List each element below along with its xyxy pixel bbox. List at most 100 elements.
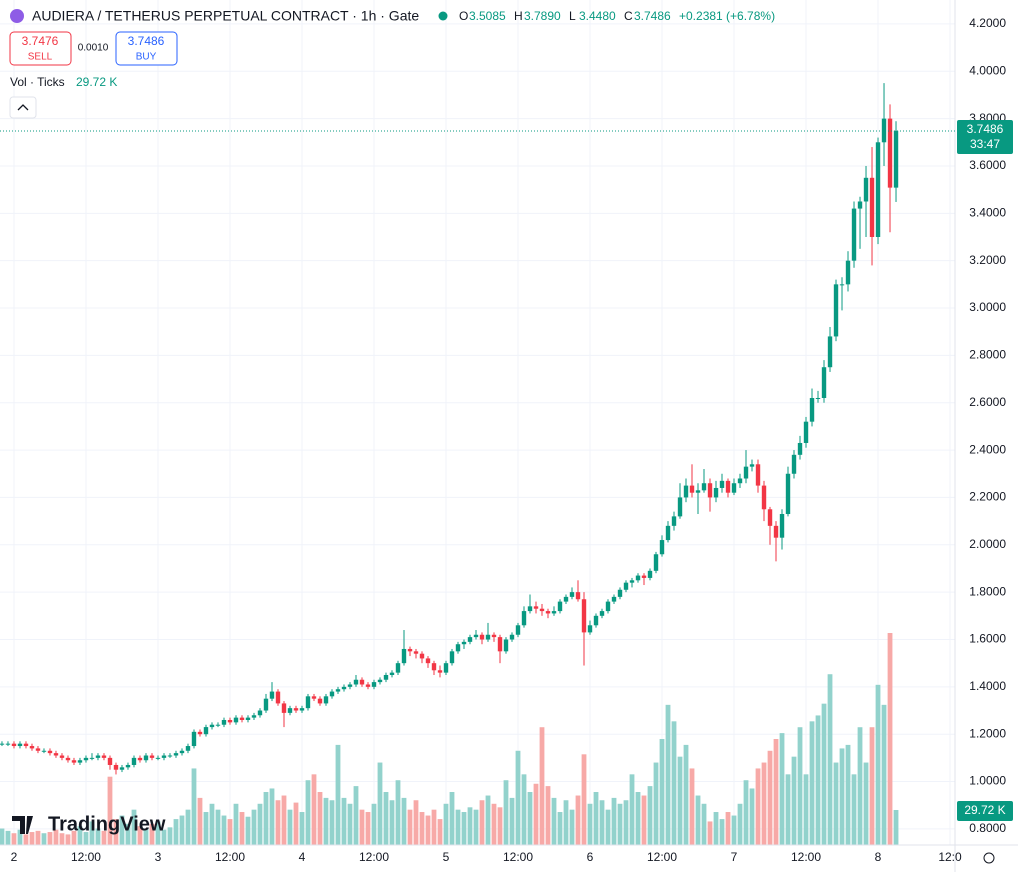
- candle-body: [65, 757, 71, 761]
- brand-logo: [12, 816, 33, 834]
- candle-body: [479, 634, 485, 640]
- volume-bar: [521, 774, 527, 845]
- candle-body: [839, 284, 845, 286]
- candle-body: [317, 698, 323, 704]
- volume-bar: [851, 774, 857, 845]
- candle-body: [305, 696, 311, 709]
- volume-bar: [41, 833, 47, 845]
- candle-body: [887, 118, 893, 188]
- volume-bar: [773, 739, 779, 845]
- volume-bar: [761, 762, 767, 845]
- y-tick-label: 0.8000: [969, 821, 1006, 835]
- volume-bar: [509, 797, 515, 845]
- candle-body: [395, 663, 401, 673]
- y-tick-label: 2.8000: [969, 348, 1006, 362]
- candles: [0, 83, 899, 775]
- volume-bar: [767, 750, 773, 845]
- candle-body: [359, 679, 365, 685]
- candle-body: [173, 753, 179, 756]
- volume-bar: [515, 750, 521, 845]
- volume-bar: [869, 727, 875, 845]
- candle-body: [107, 757, 113, 765]
- sell-button[interactable]: [9, 31, 72, 66]
- candle-body: [743, 466, 749, 479]
- readout-label: H: [514, 9, 523, 23]
- volume-bar: [275, 800, 281, 845]
- last-price-box: [957, 120, 1013, 154]
- volume-bar: [65, 834, 71, 845]
- settings-icon[interactable]: [983, 852, 995, 864]
- volume-bar: [533, 783, 539, 845]
- volume-bar: [695, 795, 701, 845]
- volume-bar: [209, 803, 215, 845]
- volume-bar: [461, 812, 467, 845]
- candle-body: [113, 764, 119, 770]
- candle-body: [197, 731, 203, 735]
- volume-bar: [677, 756, 683, 845]
- candle-body: [11, 743, 17, 747]
- brand: TradingView: [48, 813, 166, 835]
- volume-title: Vol · Ticks: [10, 75, 65, 89]
- volume-bar: [131, 809, 137, 845]
- candle-body: [731, 483, 737, 493]
- volume-bar: [797, 727, 803, 845]
- candle-body: [239, 717, 245, 720]
- volume-bar: [95, 828, 101, 845]
- candle-body: [377, 679, 383, 683]
- candle-body: [275, 691, 281, 704]
- volume-bar: [395, 780, 401, 845]
- x-tick-label: 8: [875, 850, 882, 864]
- volume-bar: [323, 797, 329, 845]
- candle-body: [401, 648, 407, 664]
- volume-bar: [671, 721, 677, 845]
- candle-body: [767, 509, 773, 526]
- y-tick-label: 2.6000: [969, 395, 1006, 409]
- volume-bar: [599, 800, 605, 845]
- volume-bar: [491, 803, 497, 845]
- x-tick-label: 6: [587, 850, 594, 864]
- candle-body: [659, 540, 665, 555]
- volume-bar: [305, 780, 311, 845]
- candle-body: [605, 601, 611, 612]
- candle-body: [755, 464, 761, 486]
- y-tick-label: 3.4000: [969, 205, 1006, 219]
- candle-body: [263, 698, 269, 711]
- candle-body: [449, 651, 455, 664]
- volume-bar: [743, 780, 749, 845]
- candle-body: [857, 201, 863, 209]
- candle-body: [161, 755, 167, 758]
- y-tick-label: 2.4000: [969, 442, 1006, 456]
- candle-body: [17, 743, 23, 747]
- volume-bar: [479, 800, 485, 845]
- collapse-button[interactable]: [9, 96, 37, 119]
- candle-body: [557, 601, 563, 612]
- x-tick-label: 5: [443, 850, 450, 864]
- x-tick-label: 2: [11, 850, 18, 864]
- buy-button[interactable]: [115, 31, 178, 66]
- candle-body: [815, 397, 821, 399]
- candle-body: [581, 599, 587, 633]
- candle-body: [215, 724, 221, 726]
- volume-bar: [17, 829, 23, 845]
- candle-body: [713, 487, 719, 498]
- volume-bar: [143, 828, 149, 845]
- candle-body: [245, 717, 251, 720]
- status-dot: [438, 11, 448, 21]
- volume-bar: [407, 809, 413, 845]
- volume-bar: [809, 721, 815, 845]
- volume-bar: [749, 788, 755, 845]
- volume-bar: [539, 727, 545, 845]
- volume-bar: [77, 826, 83, 845]
- volume-bar: [803, 774, 809, 845]
- volume-bar: [881, 704, 887, 845]
- volume-bar: [149, 823, 155, 845]
- volume-bar: [227, 819, 233, 845]
- candle-body: [617, 589, 623, 597]
- volume-bar: [707, 821, 713, 845]
- candle-body: [467, 637, 473, 642]
- readout-label: C: [624, 9, 633, 23]
- volume-bar: [419, 812, 425, 845]
- volume-bar: [251, 809, 257, 845]
